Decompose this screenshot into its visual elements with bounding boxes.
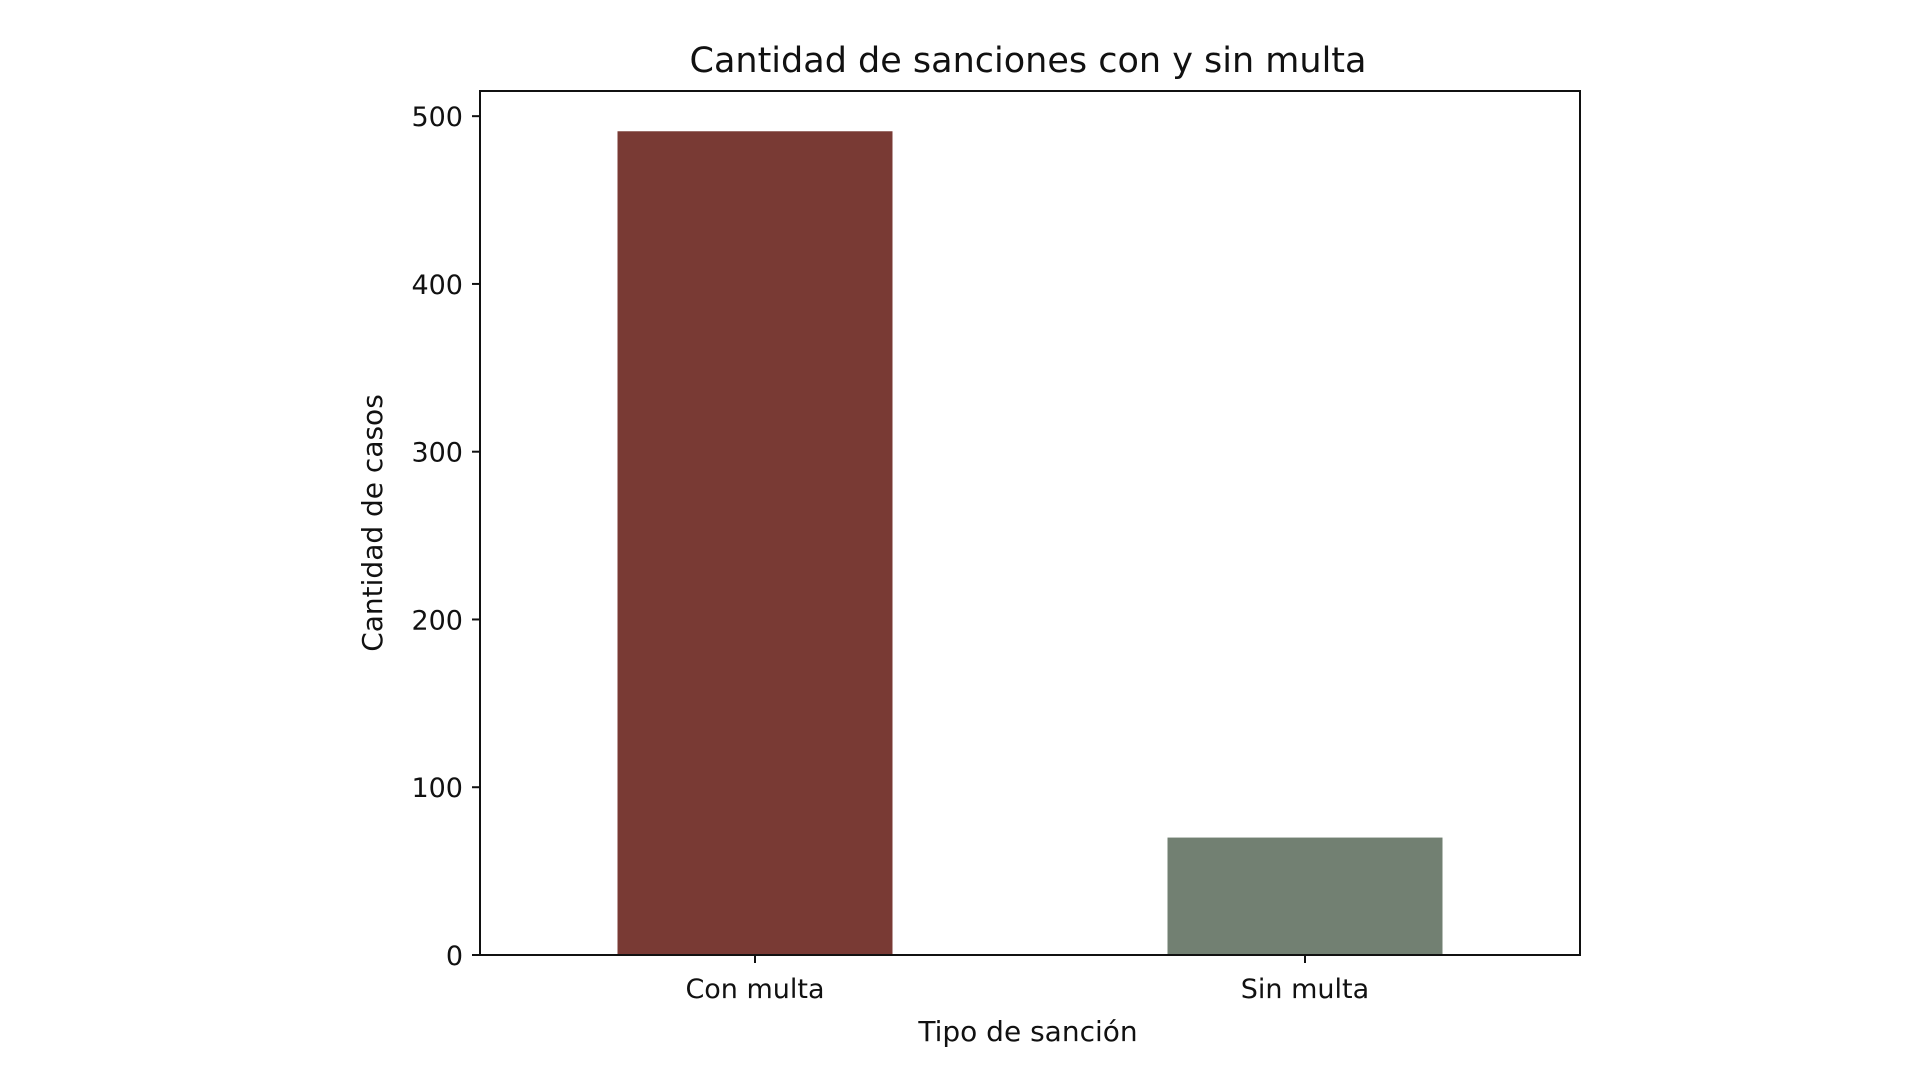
- plot-frame: [479, 90, 1581, 956]
- y-tick-label: 100: [411, 773, 463, 804]
- y-axis: 0 100 200 300 400 500: [411, 102, 480, 972]
- bar-sin-multa: [1167, 837, 1443, 955]
- y-tick-label: 0: [446, 941, 463, 972]
- x-axis: Con multa Sin multa: [685, 955, 1369, 1005]
- y-tick-label: 500: [411, 102, 463, 133]
- y-tick-label: 400: [411, 270, 463, 301]
- x-tick-label: Sin multa: [1241, 974, 1369, 1005]
- bars-group: [617, 131, 1443, 955]
- chart-title: Cantidad de sanciones con y sin multa: [690, 41, 1367, 81]
- y-tick-label: 200: [411, 605, 463, 636]
- y-tick-label: 300: [411, 438, 463, 469]
- x-tick-label: Con multa: [685, 974, 824, 1005]
- x-axis-label: Tipo de sanción: [917, 1015, 1137, 1048]
- y-axis-label: Cantidad de casos: [356, 394, 389, 652]
- bar-con-multa: [617, 131, 893, 955]
